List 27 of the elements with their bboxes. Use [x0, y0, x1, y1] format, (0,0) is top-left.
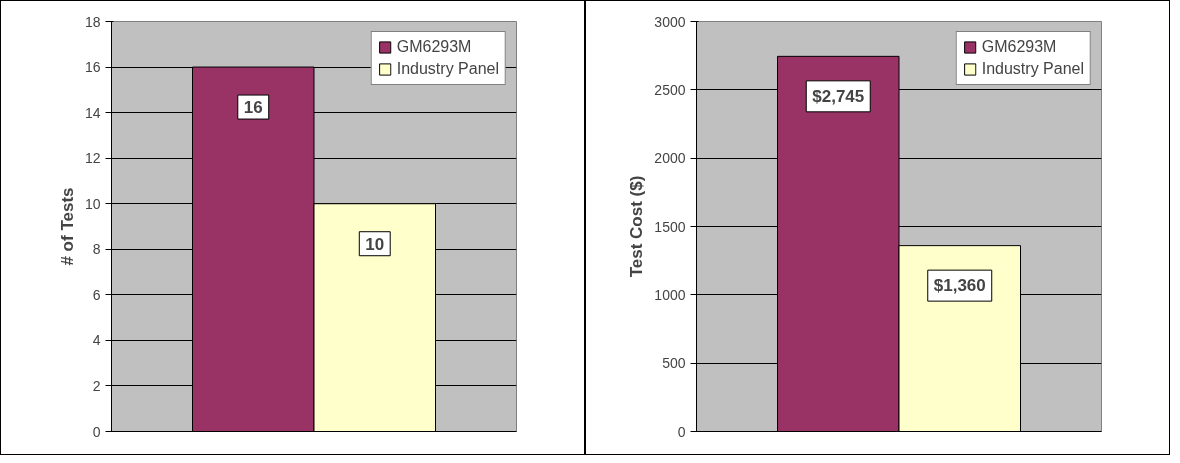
- y-tick-label: 2000: [654, 150, 686, 167]
- legend-label: Industry Panel: [396, 60, 499, 78]
- y-tick-label: 2: [92, 377, 101, 394]
- y-tick-label: 14: [84, 104, 101, 121]
- y-tick-label: 6: [92, 286, 101, 303]
- y-axis-title: Test Cost ($): [627, 175, 647, 278]
- y-tick-label: 18: [84, 13, 101, 30]
- y-tick-label: 8: [92, 241, 101, 258]
- y-tick-label: 1500: [654, 218, 686, 235]
- legend-label: GM6293M: [396, 38, 472, 56]
- y-tick-label: 0: [92, 423, 101, 440]
- y-tick-label: 3000: [654, 13, 686, 30]
- y-tick-label: 16: [84, 59, 101, 76]
- y-tick-label: 500: [662, 355, 686, 372]
- data-label: 16: [243, 98, 263, 118]
- legend-label: Industry Panel: [981, 60, 1084, 78]
- y-axis-title: # of Tests: [57, 187, 77, 266]
- y-tick-label: 10: [84, 195, 101, 212]
- y-tick-label: 1000: [654, 286, 686, 303]
- y-tick-label: 0: [677, 423, 686, 440]
- y-tick-label: 4: [92, 332, 101, 349]
- y-tick-label: 2500: [654, 81, 686, 98]
- data-label: $2,745: [812, 86, 865, 106]
- legend-label: GM6293M: [981, 38, 1057, 56]
- data-label: 10: [365, 234, 385, 254]
- y-tick-label: 12: [84, 150, 101, 167]
- data-label: $1,360: [933, 276, 986, 296]
